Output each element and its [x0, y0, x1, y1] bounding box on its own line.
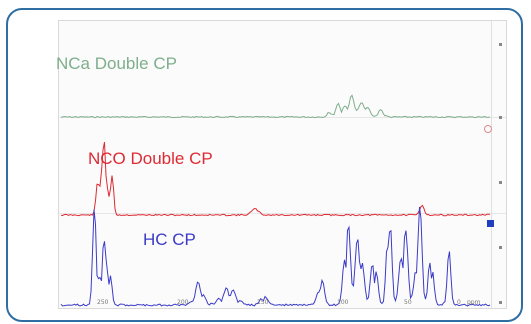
nco-trace [60, 142, 490, 217]
nco-double-cp-label: NCO Double CP [88, 149, 213, 168]
spectrum-plot-area: 250 200 150 100 50 0 ppm [58, 20, 507, 309]
scroll-handle[interactable] [487, 220, 494, 227]
right-scale-axis [491, 21, 506, 308]
nca-trace [60, 94, 491, 119]
scale-tick [499, 301, 502, 304]
scale-tick [499, 181, 502, 184]
x-tick-label: 50 [404, 299, 412, 306]
x-tick-label: 100 [337, 299, 349, 306]
marker-ring [484, 125, 492, 133]
scale-tick [499, 43, 502, 46]
x-tick-label: ppm [467, 299, 481, 306]
spectrum-traces [60, 94, 491, 307]
baseline-gridline [59, 117, 506, 118]
x-tick-label: 250 [97, 299, 109, 306]
figure-card: 250 200 150 100 50 0 ppm NCa Double CP N… [6, 8, 523, 322]
x-tick-label: 150 [257, 299, 269, 306]
x-tick-label: 0 [457, 299, 461, 306]
nca-double-cp-label: NCa Double CP [56, 54, 177, 73]
scale-tick [499, 246, 502, 249]
baseline-gridline [59, 213, 506, 214]
x-axis: 250 200 150 100 50 0 ppm [59, 294, 506, 308]
x-tick-label: 200 [177, 299, 189, 306]
scale-tick [499, 116, 502, 119]
hc-trace [60, 206, 491, 307]
hc-cp-label: HC CP [143, 230, 196, 249]
